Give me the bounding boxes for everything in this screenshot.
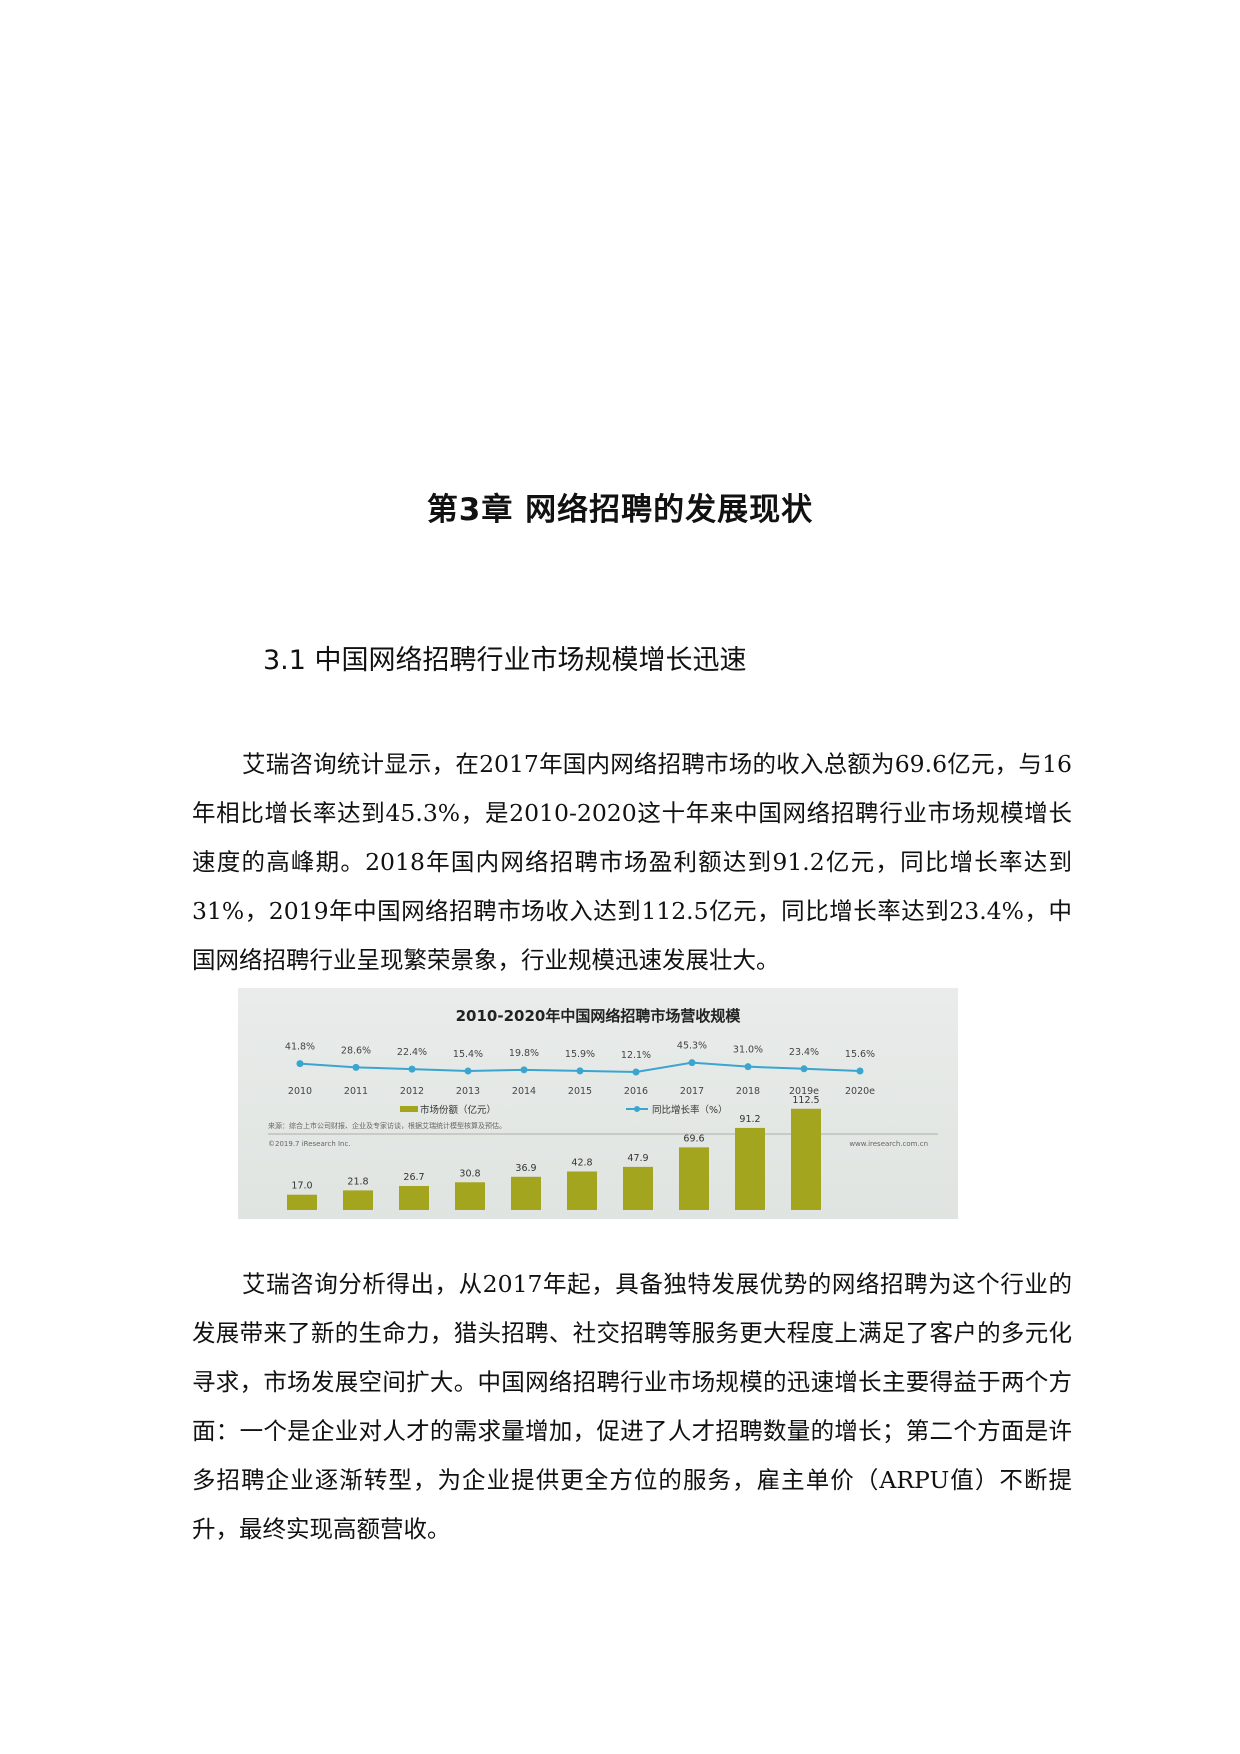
growth-rate-point xyxy=(296,1060,304,1068)
market-share-bar xyxy=(735,1127,765,1210)
bar-value-label: 112.5 xyxy=(792,1095,819,1106)
chapter-title: 第3章 网络招聘的发展现状 xyxy=(426,492,814,528)
growth-rate-label: 12.1% xyxy=(621,1050,651,1061)
x-tick-label: 2014 xyxy=(512,1086,536,1097)
bar-value-label: 47.9 xyxy=(627,1153,648,1164)
bar-value-label: 69.6 xyxy=(683,1133,704,1144)
chart-copyright: ©2019.7 iResearch Inc. xyxy=(268,1140,351,1148)
legend-bar-swatch xyxy=(400,1106,418,1112)
bar-value-label: 17.0 xyxy=(291,1181,312,1192)
growth-rate-point xyxy=(800,1065,808,1073)
market-share-bar xyxy=(791,1108,821,1210)
chart-svg: 2010-2020年中国网络招聘市场营收规模 41.8% 2010 28.6% 2011… xyxy=(268,1007,938,1210)
growth-rate-point xyxy=(464,1067,472,1075)
growth-rate-label: 45.3% xyxy=(677,1041,707,1052)
bar-value-label: 26.7 xyxy=(403,1172,424,1183)
legend-line-marker xyxy=(634,1106,640,1112)
x-tick-label: 2013 xyxy=(456,1086,480,1097)
chart-website: www.iresearch.com.cn xyxy=(849,1140,928,1148)
legend-line-label: 同比增长率（%） xyxy=(652,1104,728,1116)
growth-rate-point xyxy=(408,1065,416,1073)
bar-value-label: 36.9 xyxy=(515,1163,536,1174)
x-tick-label: 2020e xyxy=(845,1086,875,1097)
growth-rate-point xyxy=(856,1067,864,1075)
legend-bar-label: 市场份额（亿元） xyxy=(420,1104,496,1116)
growth-rate-label: 15.6% xyxy=(845,1049,875,1060)
bar-value-label: 30.8 xyxy=(459,1168,480,1179)
x-tick-label: 2010 xyxy=(288,1086,312,1097)
growth-rate-label: 31.0% xyxy=(733,1045,763,1056)
growth-rate-label: 28.6% xyxy=(341,1045,371,1056)
growth-rate-label: 23.4% xyxy=(789,1047,819,1058)
market-share-bar xyxy=(511,1176,541,1210)
market-share-bar xyxy=(679,1147,709,1210)
bar-value-label: 21.8 xyxy=(347,1176,368,1187)
paragraph: 艾瑞咨询分析得出，从2017年起，具备独特发展优势的网络招聘为这个行业的发展带来… xyxy=(192,1270,1072,1543)
market-share-bar xyxy=(399,1185,429,1210)
market-share-bar xyxy=(623,1166,653,1210)
x-tick-label: 2011 xyxy=(344,1086,368,1097)
growth-rate-label: 41.8% xyxy=(285,1042,315,1053)
chart-title: 2010-2020年中国网络招聘市场营收规模 xyxy=(456,1007,742,1025)
x-tick-label: 2017 xyxy=(680,1086,704,1097)
growth-rate-point xyxy=(688,1059,696,1067)
x-tick-label: 2019e xyxy=(789,1086,819,1097)
bar-value-label: 91.2 xyxy=(739,1114,760,1125)
bar-value-label: 42.8 xyxy=(571,1157,592,1168)
market-share-bar xyxy=(343,1190,373,1210)
chart-source: 来源：综合上市公司财报、企业及专家访谈，根据艾瑞统计模型核算及预估。 xyxy=(268,1121,506,1130)
market-share-bar xyxy=(455,1182,485,1210)
x-tick-label: 2015 xyxy=(568,1086,592,1097)
growth-rate-point xyxy=(520,1066,528,1074)
growth-rate-point xyxy=(576,1067,584,1075)
growth-rate-label: 19.8% xyxy=(509,1048,539,1059)
section-title: 3.1 中国网络招聘行业市场规模增长迅速 xyxy=(263,645,747,676)
growth-rate-point xyxy=(352,1063,360,1071)
market-share-bar xyxy=(287,1194,317,1210)
x-tick-label: 2012 xyxy=(400,1086,424,1097)
x-tick-label: 2016 xyxy=(624,1086,648,1097)
growth-rate-point xyxy=(632,1068,640,1076)
growth-rate-label: 22.4% xyxy=(397,1047,427,1058)
market-revenue-chart: 2010-2020年中国网络招聘市场营收规模 41.8% 2010 28.6% 2011… xyxy=(238,988,958,1219)
x-tick-label: 2018 xyxy=(736,1086,760,1097)
growth-rate-label: 15.4% xyxy=(453,1049,483,1060)
growth-rate-label: 15.9% xyxy=(565,1049,595,1060)
market-share-bar xyxy=(567,1171,597,1210)
paragraph: 艾瑞咨询统计显示，在2017年国内网络招聘市场的收入总额为69.6亿元，与16年… xyxy=(192,750,1072,974)
growth-rate-point xyxy=(744,1063,752,1071)
